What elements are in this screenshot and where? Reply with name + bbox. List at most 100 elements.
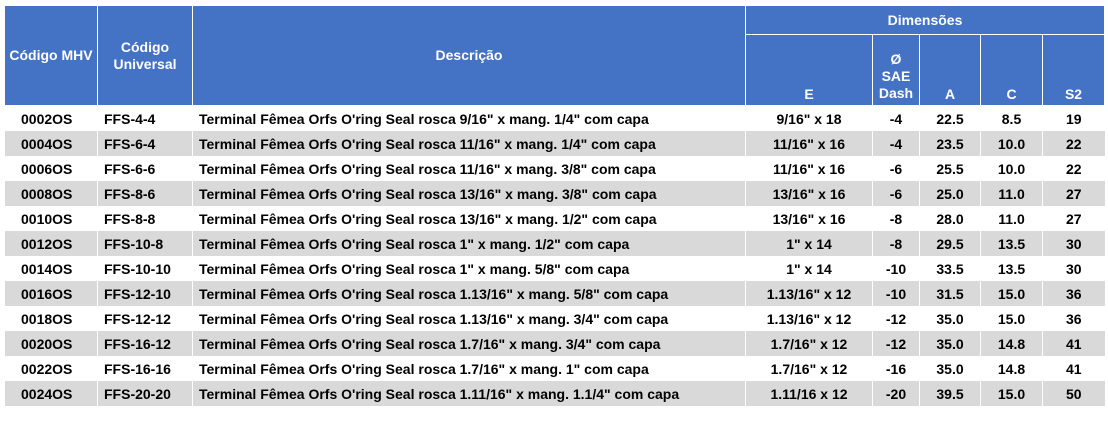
cell-s2: 27 [1041, 206, 1105, 231]
cell-c: 15.0 [980, 306, 1043, 331]
cell-codigo-universal: FFS-16-12 [97, 331, 193, 356]
table-row: 0014OS FFS-10-10 Terminal Fêmea Orfs O'rin… [4, 256, 1105, 281]
header-a: A [919, 34, 981, 106]
cell-codigo-mhv: 0016OS [4, 281, 98, 306]
cell-sae-dash: -20 [872, 381, 920, 406]
header-codigo-universal: Código Universal [97, 5, 193, 106]
cell-s2: 19 [1041, 105, 1105, 131]
cell-sae-dash: -6 [872, 156, 920, 181]
header-dimensoes: Dimensões [744, 5, 1106, 35]
cell-codigo-mhv: 0020OS [4, 331, 98, 356]
cell-codigo-universal: FFS-6-4 [97, 131, 193, 156]
table-row: 0008OS FFS-8-6 Terminal Fêmea Orfs O'ring … [4, 181, 1105, 206]
cell-descricao: Terminal Fêmea Orfs O'ring Seal rosca 1.… [192, 306, 746, 331]
cell-e: 1" x 14 [745, 256, 873, 281]
cell-codigo-mhv: 0008OS [4, 181, 98, 206]
cell-codigo-mhv: 0002OS [4, 105, 98, 131]
cell-codigo-mhv: 0024OS [4, 381, 98, 406]
cell-descricao: Terminal Fêmea Orfs O'ring Seal rosca 11… [192, 131, 746, 156]
cell-e: 1.11/16 x 12 [745, 381, 873, 406]
cell-c: 11.0 [980, 181, 1043, 206]
cell-a: 28.0 [919, 206, 981, 231]
header-sae-label: SAE [881, 68, 911, 84]
table-row: 0018OS FFS-12-12 Terminal Fêmea Orfs O'rin… [4, 306, 1105, 331]
cell-s2: 36 [1041, 306, 1105, 331]
cell-s2: 22 [1041, 156, 1105, 181]
cell-descricao: Terminal Fêmea Orfs O'ring Seal rosca 1.… [192, 331, 746, 356]
header-s2: S2 [1041, 34, 1106, 106]
cell-codigo-universal: FFS-12-10 [97, 281, 193, 306]
cell-e: 11/16" x 16 [745, 156, 873, 181]
table-row: 0010OS FFS-8-8 Terminal Fêmea Orfs O'ring … [4, 206, 1105, 231]
cell-c: 11.0 [980, 206, 1043, 231]
cell-descricao: Terminal Fêmea Orfs O'ring Seal rosca 13… [192, 206, 746, 231]
cell-codigo-universal: FFS-20-20 [97, 381, 193, 406]
cell-c: 14.8 [980, 331, 1043, 356]
cell-s2: 30 [1041, 231, 1105, 256]
cell-codigo-universal: FFS-16-16 [97, 356, 193, 381]
cell-sae-dash: -12 [872, 306, 920, 331]
cell-sae-dash: -10 [872, 281, 920, 306]
cell-codigo-universal: FFS-4-4 [97, 105, 193, 131]
table-row: 0012OS FFS-10-8 Terminal Fêmea Orfs O'ring… [4, 231, 1105, 256]
cell-c: 13.5 [980, 231, 1043, 256]
table-body: 0002OS FFS-4-4 Terminal Fêmea Orfs O'ring … [4, 105, 1105, 406]
cell-sae-dash: -8 [872, 206, 920, 231]
cell-descricao: Terminal Fêmea Orfs O'ring Seal rosca 11… [192, 156, 746, 181]
table-row: 0006OS FFS-6-6 Terminal Fêmea Orfs O'ring … [4, 156, 1105, 181]
cell-a: 23.5 [919, 131, 981, 156]
cell-e: 1.7/16" x 12 [745, 356, 873, 381]
cell-s2: 50 [1041, 381, 1105, 406]
cell-s2: 22 [1041, 131, 1105, 156]
cell-descricao: Terminal Fêmea Orfs O'ring Seal rosca 13… [192, 181, 746, 206]
header-codigo-mhv: Código MHV [4, 5, 98, 106]
cell-c: 8.5 [980, 105, 1043, 131]
header-descricao: Descrição [192, 5, 746, 106]
cell-a: 25.0 [919, 181, 981, 206]
cell-codigo-mhv: 0018OS [4, 306, 98, 331]
cell-s2: 41 [1041, 331, 1105, 356]
header-e: E [745, 34, 873, 106]
cell-c: 15.0 [980, 381, 1043, 406]
cell-codigo-mhv: 0004OS [4, 131, 98, 156]
cell-e: 1" x 14 [745, 231, 873, 256]
diameter-symbol: Ø [890, 51, 902, 67]
cell-sae-dash: -16 [872, 356, 920, 381]
cell-sae-dash: -4 [872, 105, 920, 131]
cell-s2: 36 [1041, 281, 1105, 306]
cell-codigo-mhv: 0006OS [4, 156, 98, 181]
cell-e: 1.13/16" x 12 [745, 306, 873, 331]
product-spec-table: Código MHV Código Universal Descrição Di… [4, 5, 1106, 406]
cell-e: 13/16" x 16 [745, 181, 873, 206]
cell-a: 35.0 [919, 331, 981, 356]
cell-e: 9/16" x 18 [745, 105, 873, 131]
cell-a: 33.5 [919, 256, 981, 281]
header-sae-dash: Ø SAE Dash [872, 34, 920, 106]
cell-sae-dash: -8 [872, 231, 920, 256]
cell-sae-dash: -10 [872, 256, 920, 281]
cell-codigo-mhv: 0010OS [4, 206, 98, 231]
header-dash-label: Dash [878, 85, 914, 101]
cell-codigo-universal: FFS-10-8 [97, 231, 193, 256]
cell-sae-dash: -6 [872, 181, 920, 206]
cell-e: 1.13/16" x 12 [745, 281, 873, 306]
cell-descricao: Terminal Fêmea Orfs O'ring Seal rosca 1.… [192, 356, 746, 381]
cell-sae-dash: -4 [872, 131, 920, 156]
cell-e: 13/16" x 16 [745, 206, 873, 231]
cell-a: 35.0 [919, 356, 981, 381]
cell-codigo-universal: FFS-8-8 [97, 206, 193, 231]
cell-descricao: Terminal Fêmea Orfs O'ring Seal rosca 1.… [192, 281, 746, 306]
cell-s2: 41 [1041, 356, 1105, 381]
table-row: 0024OS FFS-20-20 Terminal Fêmea Orfs O'rin… [4, 381, 1105, 406]
cell-a: 35.0 [919, 306, 981, 331]
cell-codigo-universal: FFS-10-10 [97, 256, 193, 281]
table-row: 0016OS FFS-12-10 Terminal Fêmea Orfs O'rin… [4, 281, 1105, 306]
cell-codigo-universal: FFS-6-6 [97, 156, 193, 181]
table-row: 0020OS FFS-16-12 Terminal Fêmea Orfs O'rin… [4, 331, 1105, 356]
cell-codigo-universal: FFS-12-12 [97, 306, 193, 331]
cell-e: 11/16" x 16 [745, 131, 873, 156]
cell-descricao: Terminal Fêmea Orfs O'ring Seal rosca 9/… [192, 105, 746, 131]
cell-descricao: Terminal Fêmea Orfs O'ring Seal rosca 1"… [192, 231, 746, 256]
header-c: C [980, 34, 1043, 106]
cell-codigo-mhv: 0014OS [4, 256, 98, 281]
